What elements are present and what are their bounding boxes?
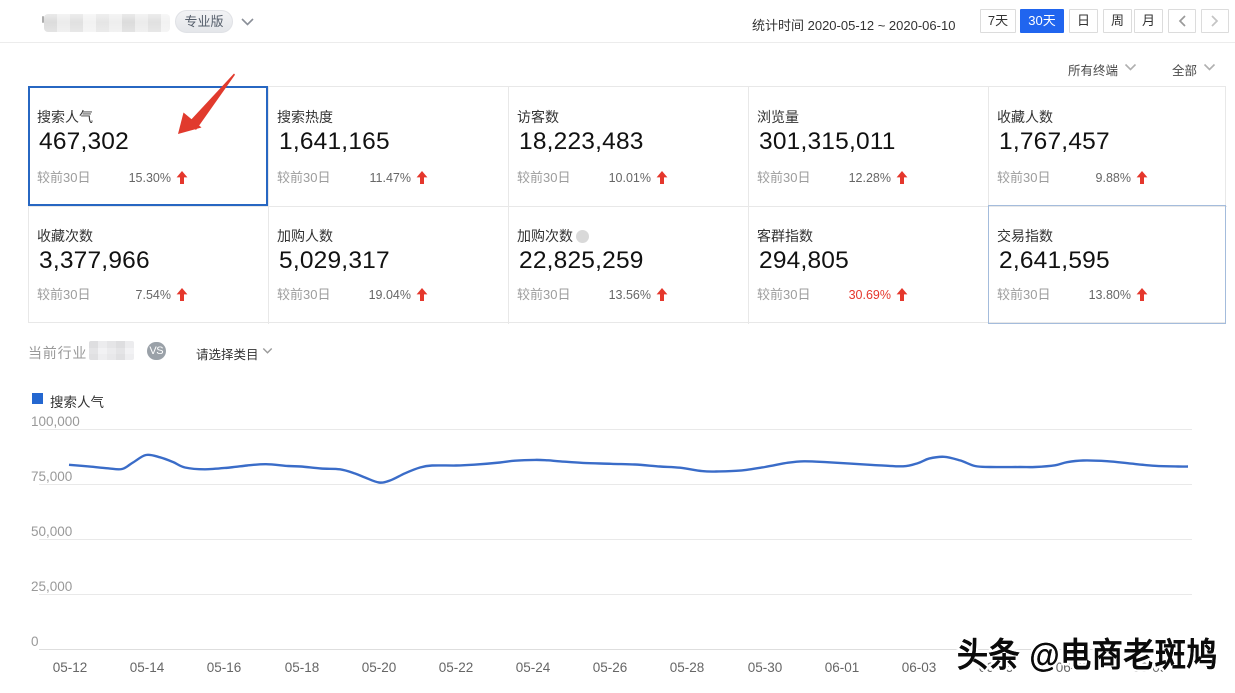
- svg-text:头条 @电商老斑鸠: 头条 @电商老斑鸠: [957, 636, 1218, 674]
- svg-text:头条 @电商老斑鸠: 头条 @电商老斑鸠: [957, 636, 1218, 674]
